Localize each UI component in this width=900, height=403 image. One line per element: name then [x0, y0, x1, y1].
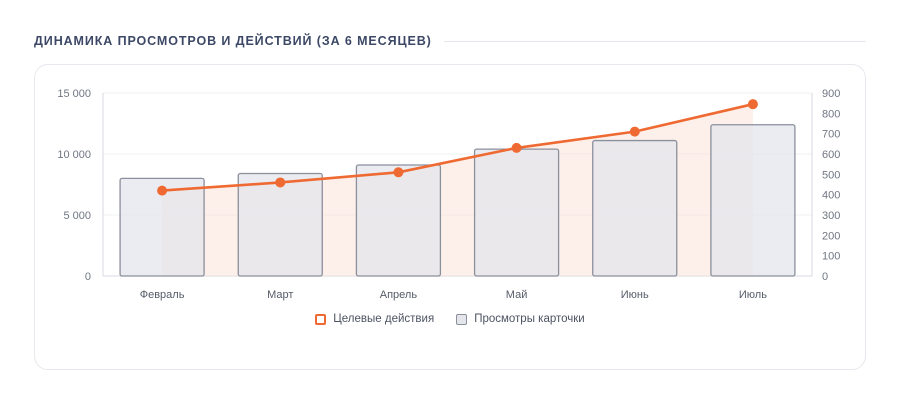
- y-right-tick-label: 600: [822, 149, 840, 161]
- legend-label-actions: Целевые действия: [333, 313, 435, 325]
- legend-item-actions[interactable]: Целевые действия: [315, 313, 434, 325]
- y-right-tick-label: 0: [822, 271, 828, 283]
- bar-views: [592, 139, 678, 277]
- legend-bar-swatch-icon: [456, 313, 468, 325]
- actions-point: [511, 142, 522, 153]
- y-right-tick-label: 300: [822, 210, 840, 222]
- y-right-tick-label: 200: [822, 230, 840, 242]
- y-left-tick-label: 10 000: [57, 149, 91, 161]
- x-category-label: Март: [267, 289, 293, 301]
- bar-views: [237, 172, 323, 277]
- y-left-tick-label: 5 000: [63, 210, 91, 222]
- y-right-tick-label: 900: [822, 88, 840, 100]
- x-category-label: Май: [506, 289, 528, 301]
- section-divider: [443, 40, 866, 42]
- section-title: ДИНАМИКА ПРОСМОТРОВ И ДЕЙСТВИЙ (ЗА 6 МЕС…: [34, 34, 432, 48]
- y-left-tick-label: 15 000: [57, 88, 91, 100]
- section-header: ДИНАМИКА ПРОСМОТРОВ И ДЕЙСТВИЙ (ЗА 6 МЕС…: [34, 32, 866, 50]
- bar-views: [710, 124, 796, 277]
- x-category-label: Февраль: [140, 289, 185, 301]
- legend-line-swatch-icon: [315, 313, 327, 325]
- actions-point: [275, 177, 286, 188]
- y-right-tick-label: 700: [822, 129, 840, 141]
- x-category-label: Июль: [739, 289, 767, 301]
- actions-point: [157, 185, 168, 196]
- actions-point: [747, 99, 758, 110]
- actions-point: [629, 126, 640, 137]
- legend-item-views[interactable]: Просмотры карточки: [456, 313, 585, 325]
- y-right-tick-label: 100: [822, 251, 840, 263]
- y-right-tick-label: 500: [822, 169, 840, 181]
- bar-views: [119, 177, 205, 277]
- x-category-label: Апрель: [380, 289, 418, 301]
- chart-legend: Целевые действия Просмотры карточки: [0, 313, 900, 325]
- actions-point: [393, 167, 404, 178]
- y-right-tick-label: 400: [822, 190, 840, 202]
- legend-label-views: Просмотры карточки: [474, 313, 585, 325]
- y-right-tick-label: 800: [822, 108, 840, 120]
- y-left-tick-label: 0: [85, 271, 91, 283]
- actions-line: [161, 102, 754, 192]
- bar-views: [355, 164, 442, 277]
- x-category-label: Июнь: [621, 289, 649, 301]
- bar-views: [473, 148, 560, 277]
